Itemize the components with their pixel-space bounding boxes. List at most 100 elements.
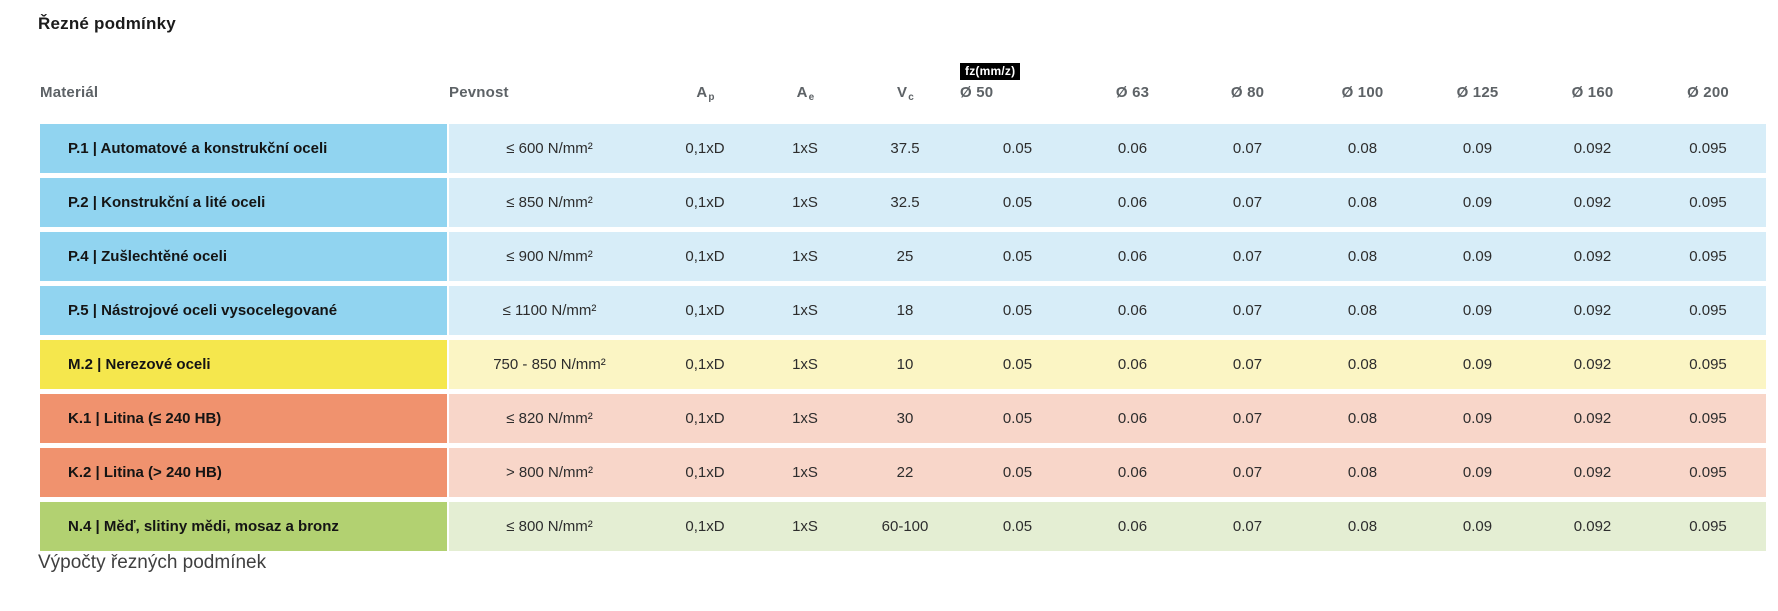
strength-cell: 750 - 850 N/mm²: [449, 340, 650, 389]
ae-cell: 1xS: [760, 124, 850, 173]
material-cell: P.4 | Zušlechtěné oceli: [40, 232, 449, 281]
fz-cell: 0.095: [1650, 178, 1766, 227]
fz-cell: 0.07: [1190, 124, 1305, 173]
ae-cell: 1xS: [760, 340, 850, 389]
fz-cell: 0.095: [1650, 286, 1766, 335]
ae-cell: 1xS: [760, 448, 850, 497]
fz-cell: 0.09: [1420, 232, 1535, 281]
fz-cell: 0.092: [1535, 178, 1650, 227]
fz-cell: 0.05: [960, 286, 1075, 335]
fz-cell: 0.08: [1305, 124, 1420, 173]
material-cell: K.1 | Litina (≤ 240 HB): [40, 394, 449, 443]
fz-cell: 0.08: [1305, 286, 1420, 335]
fz-cell: 0.05: [960, 502, 1075, 551]
fz-cell: 0.092: [1535, 232, 1650, 281]
table-body: P.1 | Automatové a konstrukční oceli ≤ 60…: [40, 124, 1766, 551]
ae-cell: 1xS: [760, 502, 850, 551]
col-header-ae: Ae: [796, 84, 815, 103]
ap-cell: 0,1xD: [650, 448, 760, 497]
fz-cell: 0.08: [1305, 178, 1420, 227]
cutting-conditions-table: Materiál Pevnost Ap Ae Vc fz(mm/z) Ø 50 …: [40, 36, 1766, 556]
col-header-strength: Pevnost: [449, 84, 509, 101]
vc-cell: 37.5: [850, 124, 960, 173]
strength-cell: > 800 N/mm²: [449, 448, 650, 497]
strength-cell: ≤ 600 N/mm²: [449, 124, 650, 173]
fz-cell: 0.095: [1650, 232, 1766, 281]
vc-cell: 30: [850, 394, 960, 443]
page-title: Řezné podmínky: [38, 14, 176, 33]
col-header-d200: Ø 200: [1687, 84, 1729, 101]
col-header-d80: Ø 80: [1230, 84, 1265, 101]
fz-cell: 0.07: [1190, 448, 1305, 497]
vc-cell: 25: [850, 232, 960, 281]
fz-cell: 0.08: [1305, 232, 1420, 281]
fz-cell: 0.07: [1190, 502, 1305, 551]
fz-cell: 0.095: [1650, 124, 1766, 173]
fz-cell: 0.06: [1075, 340, 1190, 389]
fz-cell: 0.05: [960, 124, 1075, 173]
col-header-d63: Ø 63: [1115, 84, 1150, 101]
ap-cell: 0,1xD: [650, 232, 760, 281]
col-header-ap: Ap: [696, 84, 715, 103]
fz-cell: 0.07: [1190, 178, 1305, 227]
fz-cell: 0.09: [1420, 178, 1535, 227]
fz-cell: 0.08: [1305, 448, 1420, 497]
table-row: N.4 | Měď, slitiny mědi, mosaz a bronz ≤ …: [40, 502, 1766, 551]
strength-cell: ≤ 800 N/mm²: [449, 502, 650, 551]
fz-cell: 0.06: [1075, 394, 1190, 443]
table-row: P.5 | Nástrojové oceli vysocelegované ≤ 1…: [40, 286, 1766, 335]
material-cell: P.5 | Nástrojové oceli vysocelegované: [40, 286, 449, 335]
fz-cell: 0.09: [1420, 502, 1535, 551]
header-row: Materiál Pevnost Ap Ae Vc fz(mm/z) Ø 50 …: [40, 41, 1766, 119]
table-row: P.4 | Zušlechtěné oceli ≤ 900 N/mm² 0,1xD 1…: [40, 232, 1766, 281]
fz-cell: 0.095: [1650, 448, 1766, 497]
fz-cell: 0.08: [1305, 394, 1420, 443]
fz-cell: 0.092: [1535, 502, 1650, 551]
material-cell: K.2 | Litina (> 240 HB): [40, 448, 449, 497]
fz-cell: 0.092: [1535, 340, 1650, 389]
ap-cell: 0,1xD: [650, 286, 760, 335]
fz-cell: 0.06: [1075, 124, 1190, 173]
fz-cell: 0.06: [1075, 178, 1190, 227]
fz-cell: 0.09: [1420, 124, 1535, 173]
fz-cell: 0.095: [1650, 340, 1766, 389]
fz-cell: 0.07: [1190, 286, 1305, 335]
col-header-d100: Ø 100: [1341, 84, 1384, 101]
table-row: M.2 | Nerezové oceli 750 - 850 N/mm² 0,1xD…: [40, 340, 1766, 389]
table-row: P.2 | Konstrukční a lité oceli ≤ 850 N/mm…: [40, 178, 1766, 227]
col-header-vc: Vc: [897, 84, 914, 103]
vc-cell: 18: [850, 286, 960, 335]
vc-cell: 32.5: [850, 178, 960, 227]
section-title-calculations: Výpočty řezných podmínek: [38, 552, 267, 573]
ae-cell: 1xS: [760, 286, 850, 335]
material-cell: P.2 | Konstrukční a lité oceli: [40, 178, 449, 227]
col-header-d160: Ø 160: [1571, 84, 1614, 101]
table-row: K.2 | Litina (> 240 HB) > 800 N/mm² 0,1xD 1…: [40, 448, 1766, 497]
vc-cell: 60-100: [850, 502, 960, 551]
fz-cell: 0.09: [1420, 394, 1535, 443]
fz-cell: 0.05: [960, 394, 1075, 443]
fz-cell: 0.05: [960, 232, 1075, 281]
fz-cell: 0.07: [1190, 340, 1305, 389]
ap-cell: 0,1xD: [650, 502, 760, 551]
strength-cell: ≤ 820 N/mm²: [449, 394, 650, 443]
fz-cell: 0.06: [1075, 286, 1190, 335]
vc-cell: 22: [850, 448, 960, 497]
strength-cell: ≤ 850 N/mm²: [449, 178, 650, 227]
fz-cell: 0.095: [1650, 394, 1766, 443]
ap-cell: 0,1xD: [650, 340, 760, 389]
fz-cell: 0.092: [1535, 448, 1650, 497]
fz-cell: 0.06: [1075, 448, 1190, 497]
ap-cell: 0,1xD: [650, 394, 760, 443]
fz-cell: 0.07: [1190, 394, 1305, 443]
fz-cell: 0.095: [1650, 502, 1766, 551]
ap-cell: 0,1xD: [650, 178, 760, 227]
fz-cell: 0.05: [960, 178, 1075, 227]
ae-cell: 1xS: [760, 178, 850, 227]
fz-cell: 0.05: [960, 448, 1075, 497]
table-row: P.1 | Automatové a konstrukční oceli ≤ 60…: [40, 124, 1766, 173]
fz-cell: 0.092: [1535, 124, 1650, 173]
material-cell: P.1 | Automatové a konstrukční oceli: [40, 124, 449, 173]
col-header-d125: Ø 125: [1456, 84, 1499, 101]
ap-cell: 0,1xD: [650, 124, 760, 173]
